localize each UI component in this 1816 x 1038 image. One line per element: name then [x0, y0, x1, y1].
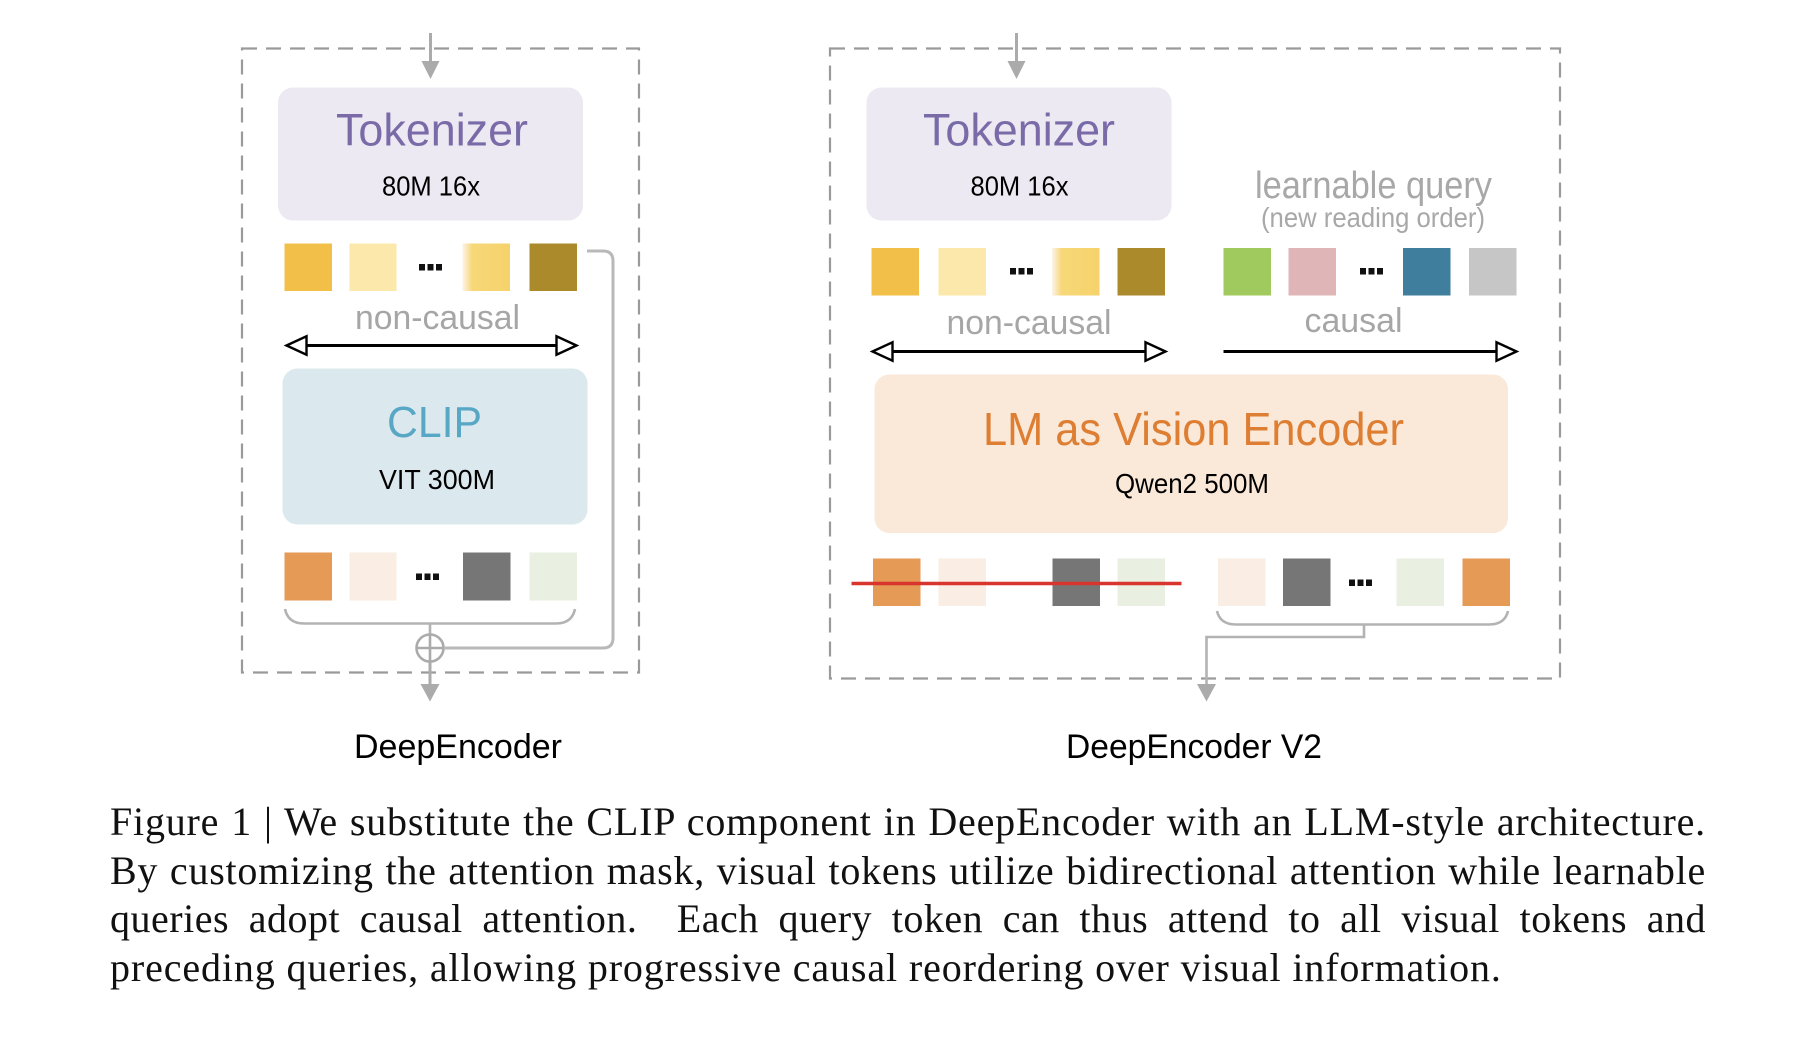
- svg-text:CLIP: CLIP: [387, 398, 482, 447]
- svg-text:Tokenizer: Tokenizer: [336, 105, 528, 156]
- svg-text:non-causal: non-causal: [355, 299, 520, 337]
- svg-text:VIT 300M: VIT 300M: [379, 464, 495, 495]
- svg-text:non-causal: non-causal: [947, 304, 1112, 342]
- svg-text:80M 16x: 80M 16x: [382, 170, 480, 201]
- svg-text:Qwen2 500M: Qwen2 500M: [1115, 468, 1269, 499]
- svg-text:LM as Vision Encoder: LM as Vision Encoder: [983, 403, 1404, 455]
- svg-text:learnable query: learnable query: [1255, 165, 1492, 207]
- svg-text:(new reading order): (new reading order): [1261, 202, 1485, 233]
- svg-text:DeepEncoder V2: DeepEncoder V2: [1066, 728, 1322, 766]
- svg-text:causal: causal: [1305, 302, 1403, 340]
- svg-text:80M 16x: 80M 16x: [971, 170, 1069, 201]
- svg-text:Tokenizer: Tokenizer: [923, 105, 1115, 156]
- svg-text:DeepEncoder: DeepEncoder: [354, 728, 562, 766]
